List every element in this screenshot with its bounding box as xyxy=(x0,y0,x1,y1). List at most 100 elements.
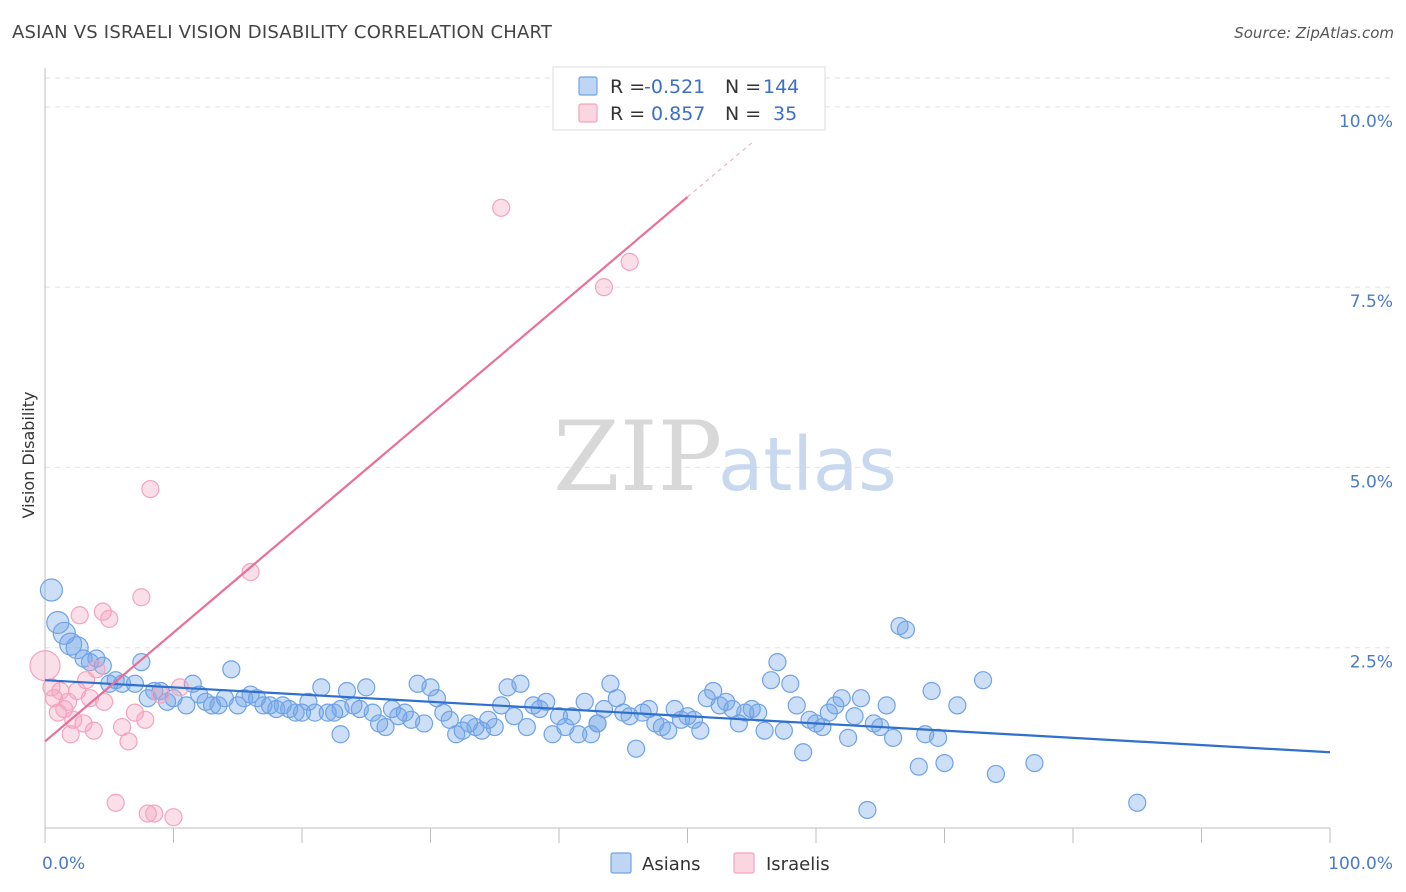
asian-point xyxy=(39,578,64,602)
asian-point xyxy=(363,703,382,722)
asian-point xyxy=(819,703,838,722)
y-tick-label: 2.5% xyxy=(1350,653,1393,673)
asian-point xyxy=(87,649,106,668)
israeli-point xyxy=(132,588,151,607)
bottom-legend-asians: Asians xyxy=(642,854,701,875)
asian-point xyxy=(896,620,916,639)
asian-point xyxy=(986,764,1006,784)
israeli-point xyxy=(141,479,160,499)
israeli-point xyxy=(29,650,61,682)
legend-swatch-israelis xyxy=(578,103,598,123)
source-label: Source: ZipAtlas.com xyxy=(1234,24,1394,42)
asian-point xyxy=(761,671,781,690)
y-tick-label: 5.0% xyxy=(1350,472,1393,492)
asian-point xyxy=(691,721,710,740)
asian-point xyxy=(479,710,498,729)
asian-point xyxy=(434,703,453,722)
asian-point xyxy=(716,692,736,711)
asian-point xyxy=(299,692,318,711)
asians-points xyxy=(39,578,1147,820)
legend-n-value-asians: 144 xyxy=(763,76,799,98)
chart-title: ASIAN VS ISRAELI VISION DISABILITY CORRE… xyxy=(12,22,553,43)
israeli-point xyxy=(51,681,70,701)
asian-point xyxy=(504,707,524,726)
asian-point xyxy=(125,674,145,693)
israeli-point xyxy=(93,602,112,621)
israelis-points xyxy=(29,198,639,827)
top-legend: R = -0.521 N = 144 R = 0.857 N = 35 xyxy=(552,66,826,131)
legend-r-value-israelis: 0.857 xyxy=(651,103,705,125)
israeli-point xyxy=(84,721,103,740)
asian-point xyxy=(421,678,440,697)
israeli-point xyxy=(138,804,157,823)
asian-point xyxy=(858,800,877,820)
asian-point xyxy=(781,674,800,693)
asian-point xyxy=(569,725,588,744)
legend-r-label-asians: R = xyxy=(610,76,645,98)
grid-lines xyxy=(45,77,1392,649)
israeli-point xyxy=(61,725,80,744)
y-axis-label: Vision Disability xyxy=(19,392,38,519)
israeli-point xyxy=(106,793,125,812)
israeli-point xyxy=(151,685,170,704)
asian-point xyxy=(305,703,324,722)
asian-point xyxy=(787,696,806,715)
israeli-point xyxy=(74,714,93,733)
legend-n-label-israelis: N = xyxy=(725,103,761,125)
asian-point xyxy=(562,707,581,726)
israeli-point xyxy=(64,710,83,729)
asian-point xyxy=(922,681,941,701)
y-tick-labels: 2.5% 5.0% 7.5% 10.0% xyxy=(1339,112,1393,673)
israeli-point xyxy=(492,198,511,217)
asian-point xyxy=(517,717,536,737)
israeli-point xyxy=(145,804,164,823)
asian-point xyxy=(357,678,376,697)
israelis-trend-extension xyxy=(687,142,753,198)
asian-point xyxy=(794,743,813,762)
asian-point xyxy=(537,692,556,711)
asian-point xyxy=(177,696,196,715)
asian-point xyxy=(883,728,903,747)
israeli-point xyxy=(100,609,119,628)
asian-point xyxy=(395,703,414,722)
asian-point xyxy=(851,689,871,708)
watermark: ZIP atlas xyxy=(553,401,897,513)
bottom-legend-swatch-asians xyxy=(610,852,632,874)
asian-point xyxy=(331,725,350,744)
axes xyxy=(44,68,1331,843)
x-tick-label: 100.0% xyxy=(1328,854,1393,874)
asian-point xyxy=(928,728,948,747)
asian-point xyxy=(909,757,928,776)
asian-point xyxy=(485,717,504,737)
asian-point xyxy=(376,717,395,737)
asian-point xyxy=(582,725,601,744)
asian-point xyxy=(132,653,151,672)
israeli-point xyxy=(241,562,260,582)
x-tick-label: 0.0% xyxy=(42,854,85,874)
asian-point xyxy=(228,696,247,715)
israeli-point xyxy=(80,689,100,708)
asian-point xyxy=(46,610,70,635)
asian-point xyxy=(511,674,530,693)
asian-point xyxy=(292,703,312,722)
bottom-legend: Asians Israelis xyxy=(610,852,830,875)
asian-point xyxy=(877,696,896,715)
asian-point xyxy=(768,653,787,672)
x-tick-labels: 0.0% 100.0% xyxy=(42,854,1393,874)
asian-point xyxy=(549,707,569,726)
asian-point xyxy=(1128,793,1147,812)
asian-point xyxy=(832,689,851,708)
israeli-point xyxy=(125,703,145,722)
asians-trend-line xyxy=(44,679,1331,754)
asian-point xyxy=(222,660,241,679)
watermark-zip: ZIP xyxy=(553,401,722,513)
israeli-point xyxy=(164,808,183,827)
israeli-point xyxy=(42,678,61,697)
legend-n-value-israelis: 35 xyxy=(773,103,797,125)
asian-point xyxy=(749,703,768,722)
asian-point xyxy=(826,696,845,715)
trend-lines xyxy=(44,142,1331,754)
watermark-atlas: atlas xyxy=(718,422,897,508)
asian-point xyxy=(948,696,967,715)
